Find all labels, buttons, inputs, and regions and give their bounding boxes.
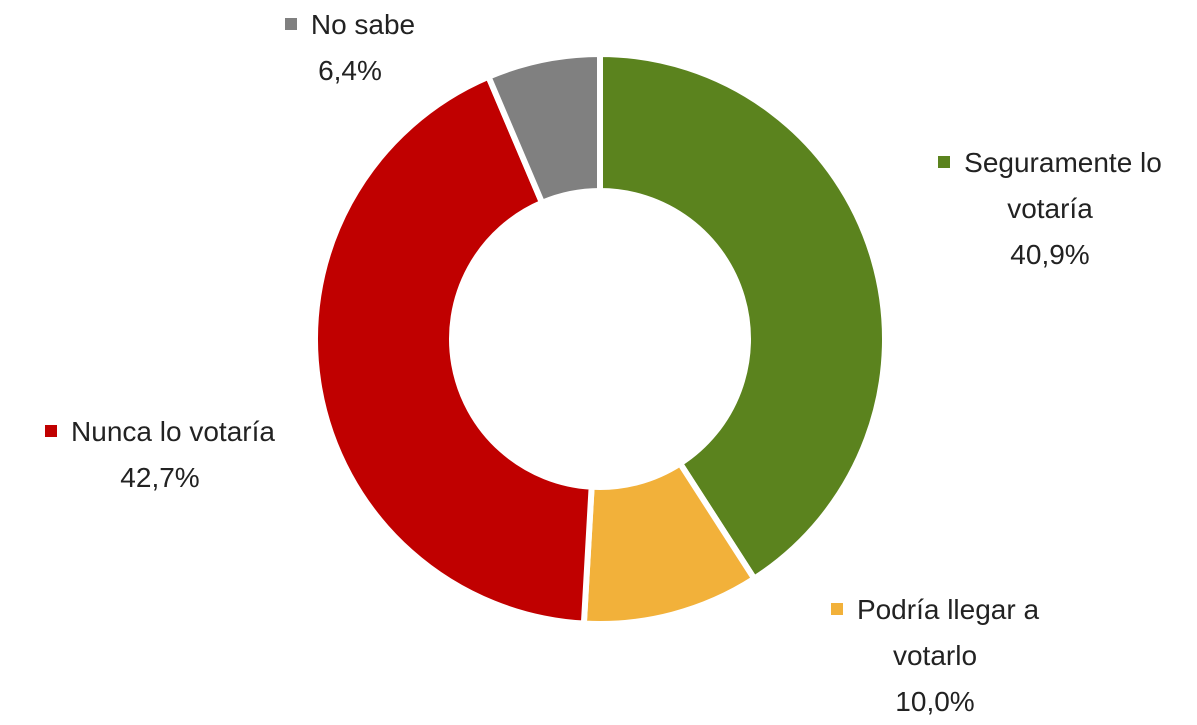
data-label: Seguramente lo votaría 40,9% bbox=[905, 140, 1195, 278]
legend-marker bbox=[830, 602, 843, 615]
value-label: 42,7% bbox=[120, 462, 200, 493]
category-name: Seguramente lo votaría bbox=[964, 147, 1162, 224]
legend-marker bbox=[284, 17, 297, 30]
legend-marker bbox=[45, 424, 58, 437]
data-label: Podría llegar a votarlo 10,0% bbox=[790, 587, 1080, 725]
data-label: No sabe 6,4% bbox=[200, 2, 500, 94]
value-label: 40,9% bbox=[1010, 239, 1090, 270]
legend-marker bbox=[938, 155, 951, 168]
donut-slice bbox=[597, 50, 888, 583]
category-name: Podría llegar a votarlo bbox=[856, 594, 1040, 671]
data-label: Nunca lo votaría 42,7% bbox=[0, 409, 320, 501]
donut-slice bbox=[312, 72, 595, 627]
value-label: 6,4% bbox=[318, 55, 382, 86]
category-name: No sabe bbox=[310, 9, 416, 40]
value-label: 10,0% bbox=[895, 686, 975, 717]
category-name: Nunca lo votaría bbox=[71, 416, 275, 447]
donut-slice bbox=[484, 50, 603, 207]
